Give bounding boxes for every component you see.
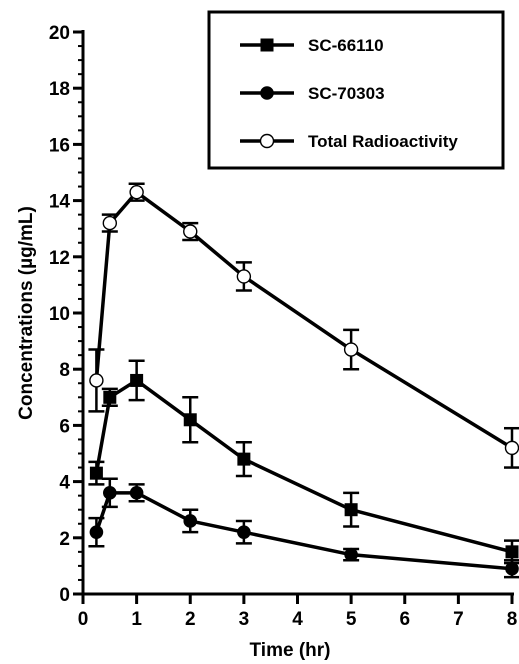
data-point <box>237 452 251 466</box>
y-tick-label: 16 <box>49 135 70 156</box>
data-point <box>129 184 144 200</box>
data-point <box>504 440 519 456</box>
legend-entry: SC-66110 <box>240 36 384 55</box>
y-tick-label: 0 <box>59 585 70 606</box>
y-tick-label: 8 <box>59 360 70 381</box>
y-tick-label: 14 <box>49 192 71 213</box>
x-tick-label: 5 <box>346 609 357 630</box>
series-line <box>94 491 513 571</box>
data-point <box>344 503 358 517</box>
y-tick-label: 2 <box>59 529 70 550</box>
series-sc-70303 <box>88 477 519 579</box>
legend-label: SC-70303 <box>308 84 385 103</box>
legend-entry: SC-70303 <box>240 84 385 103</box>
legend-entry: Total Radioactivity <box>240 132 458 151</box>
series-total-radioactivity <box>88 182 519 469</box>
data-point <box>344 547 358 562</box>
x-tick-label: 6 <box>399 609 410 630</box>
data-point <box>89 525 104 539</box>
x-tick-label: 4 <box>292 609 303 630</box>
data-point <box>103 486 117 500</box>
data-point <box>89 466 103 480</box>
y-tick-label: 20 <box>49 23 70 44</box>
data-point <box>103 390 117 404</box>
data-point <box>102 215 118 231</box>
legend: SC-66110 SC-70303 Total Radioactivity <box>207 10 505 170</box>
x-axis-label: Time (hr) <box>250 640 331 661</box>
y-tick-label: 6 <box>59 416 70 437</box>
data-point <box>343 342 359 357</box>
x-tick-label: 2 <box>185 609 196 630</box>
legend-marker <box>259 133 275 149</box>
data-point <box>183 413 197 427</box>
series-line <box>94 190 513 450</box>
y-tick-label: 10 <box>49 304 70 325</box>
series-sc-66110 <box>88 359 519 565</box>
data-point <box>236 269 252 284</box>
data-point <box>183 224 198 239</box>
legend-label: Total Radioactivity <box>308 132 458 151</box>
data-point <box>129 486 144 500</box>
legend-marker <box>260 38 274 52</box>
x-tick-label: 3 <box>239 609 250 630</box>
y-axis-label: Concentrations (µg/mL) <box>16 206 37 420</box>
plot-area <box>88 182 519 579</box>
x-tick-label: 7 <box>453 609 464 630</box>
x-tick-label: 8 <box>507 609 518 630</box>
y-tick-label: 18 <box>49 79 70 100</box>
data-point <box>89 373 104 388</box>
legend-label: SC-66110 <box>308 36 384 55</box>
data-point <box>237 525 251 539</box>
x-tick-label: 1 <box>131 609 142 630</box>
data-point <box>505 545 519 559</box>
y-tick-label: 12 <box>49 248 70 269</box>
series-line <box>94 378 513 554</box>
y-tick-label: 4 <box>59 473 70 494</box>
data-point <box>130 373 144 387</box>
data-point <box>183 514 198 528</box>
x-tick-label: 0 <box>78 609 89 630</box>
legend-marker <box>260 86 274 100</box>
data-point <box>505 561 519 576</box>
